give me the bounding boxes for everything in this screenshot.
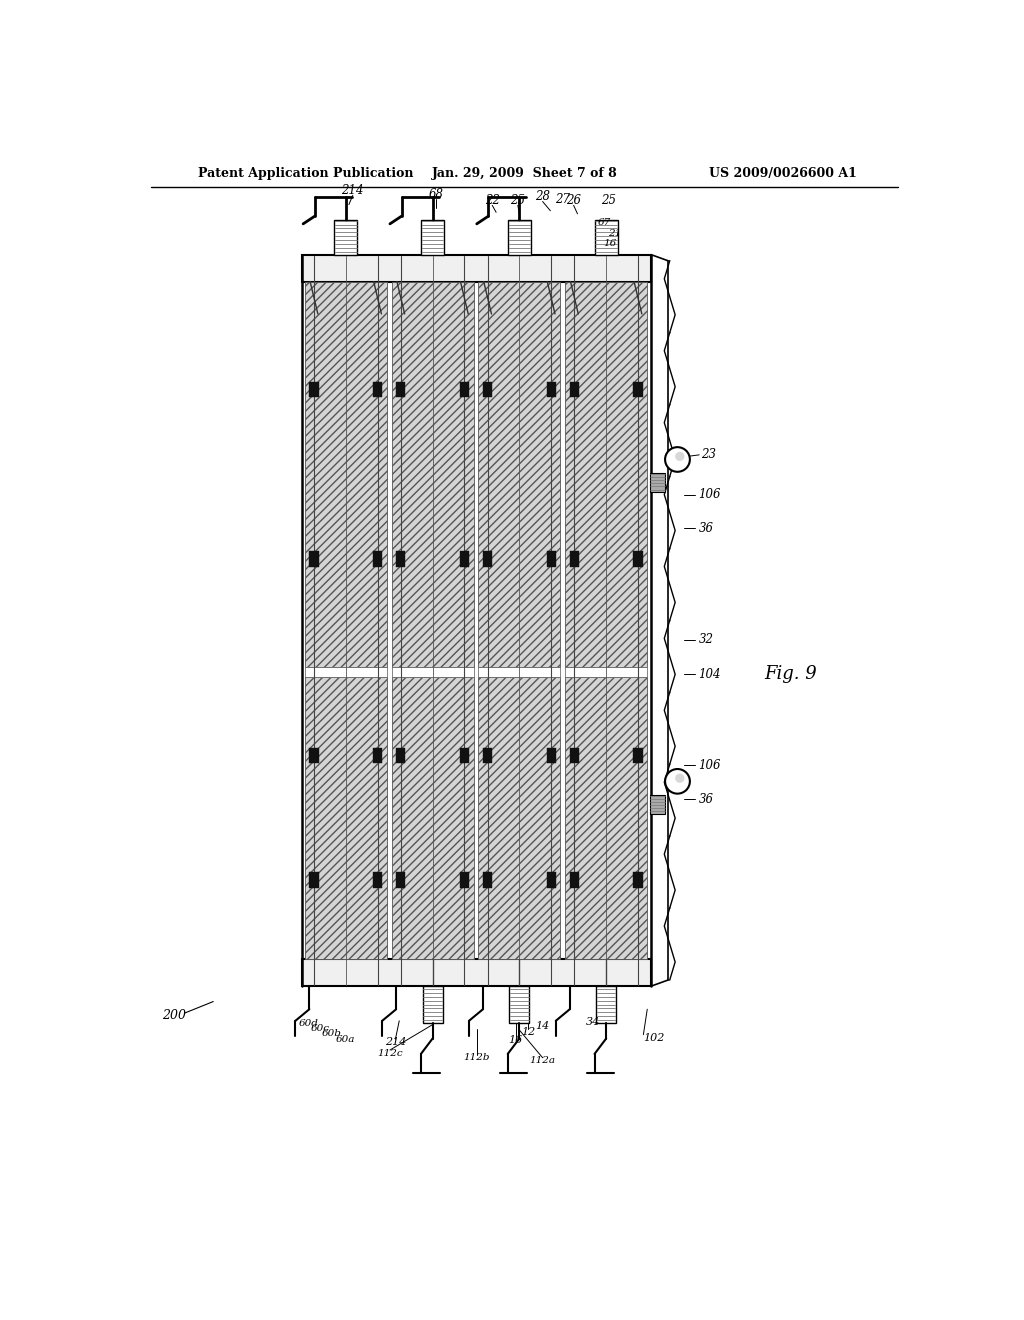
Bar <box>649 474 665 492</box>
Text: 112c: 112c <box>377 1048 402 1057</box>
Text: 23: 23 <box>701 449 717 462</box>
Text: 25: 25 <box>601 194 616 207</box>
Bar <box>569 552 579 566</box>
Bar <box>309 873 318 888</box>
Bar <box>565 677 647 960</box>
Text: 68: 68 <box>429 187 444 201</box>
Bar <box>483 381 493 397</box>
Text: Patent Application Publication: Patent Application Publication <box>198 168 414 181</box>
Bar <box>508 220 531 255</box>
Text: 214: 214 <box>385 1038 407 1047</box>
Text: 16: 16 <box>603 239 616 248</box>
Bar <box>483 748 493 763</box>
Bar <box>423 986 442 1023</box>
Bar <box>309 381 318 397</box>
Text: 12: 12 <box>521 1027 535 1038</box>
Text: Jan. 29, 2009  Sheet 7 of 8: Jan. 29, 2009 Sheet 7 of 8 <box>432 168 617 181</box>
Text: 106: 106 <box>698 488 721 502</box>
Bar <box>396 748 406 763</box>
Bar <box>565 281 647 667</box>
Bar <box>478 667 560 677</box>
Text: 106: 106 <box>698 759 721 772</box>
Bar <box>633 381 643 397</box>
Bar <box>633 748 643 763</box>
Bar <box>421 220 444 255</box>
Circle shape <box>675 774 684 783</box>
Text: 28: 28 <box>536 190 550 203</box>
Text: US 2009/0026600 A1: US 2009/0026600 A1 <box>709 168 856 181</box>
Bar <box>565 667 647 677</box>
Bar <box>649 795 665 813</box>
Bar <box>595 220 617 255</box>
Bar <box>373 748 382 763</box>
Bar <box>396 873 406 888</box>
Bar <box>569 873 579 888</box>
Text: 34: 34 <box>586 1018 600 1027</box>
Bar <box>547 748 556 763</box>
Text: 112a: 112a <box>529 1056 556 1065</box>
Text: 102: 102 <box>643 1032 665 1043</box>
Bar <box>478 281 560 667</box>
Circle shape <box>675 451 684 461</box>
Bar <box>547 381 556 397</box>
Text: 16: 16 <box>508 1035 522 1045</box>
Bar <box>460 381 469 397</box>
Text: 27: 27 <box>555 193 570 206</box>
Text: 26: 26 <box>566 194 582 207</box>
Text: Fig. 9: Fig. 9 <box>764 665 817 684</box>
Bar <box>391 667 474 677</box>
Bar <box>569 748 579 763</box>
Bar <box>334 220 357 255</box>
Bar <box>305 677 387 960</box>
Text: 22: 22 <box>484 194 500 207</box>
Bar <box>633 552 643 566</box>
Circle shape <box>665 770 690 793</box>
Text: 214: 214 <box>341 185 364 197</box>
Text: 60a: 60a <box>335 1035 354 1044</box>
Text: 60b: 60b <box>322 1030 342 1039</box>
Bar <box>396 552 406 566</box>
Bar <box>633 873 643 888</box>
Bar <box>596 986 616 1023</box>
Text: 32: 32 <box>698 634 714 647</box>
Bar <box>460 552 469 566</box>
Bar <box>483 552 493 566</box>
Circle shape <box>665 447 690 471</box>
Text: 60c: 60c <box>310 1024 330 1034</box>
Bar <box>483 873 493 888</box>
Bar <box>309 748 318 763</box>
Text: 200: 200 <box>163 1008 186 1022</box>
Text: 14: 14 <box>536 1022 550 1031</box>
Bar <box>305 667 387 677</box>
Text: 36: 36 <box>698 792 714 805</box>
Text: 25: 25 <box>510 194 525 207</box>
Bar <box>302 960 651 986</box>
Bar <box>373 873 382 888</box>
Bar <box>460 873 469 888</box>
Bar <box>305 281 387 667</box>
Bar <box>309 552 318 566</box>
Bar <box>478 677 560 960</box>
Text: 112b: 112b <box>464 1053 490 1063</box>
Bar <box>547 873 556 888</box>
Bar <box>460 748 469 763</box>
Bar <box>547 552 556 566</box>
Bar <box>391 281 474 667</box>
Text: 104: 104 <box>698 668 721 681</box>
Bar <box>391 677 474 960</box>
Bar <box>569 381 579 397</box>
Text: 21: 21 <box>608 228 622 238</box>
Bar <box>396 381 406 397</box>
Text: 36: 36 <box>698 521 714 535</box>
Text: 60d: 60d <box>299 1019 318 1028</box>
Bar <box>373 381 382 397</box>
Bar <box>373 552 382 566</box>
Text: 67: 67 <box>598 218 611 227</box>
Bar <box>509 986 529 1023</box>
Bar <box>302 255 651 281</box>
